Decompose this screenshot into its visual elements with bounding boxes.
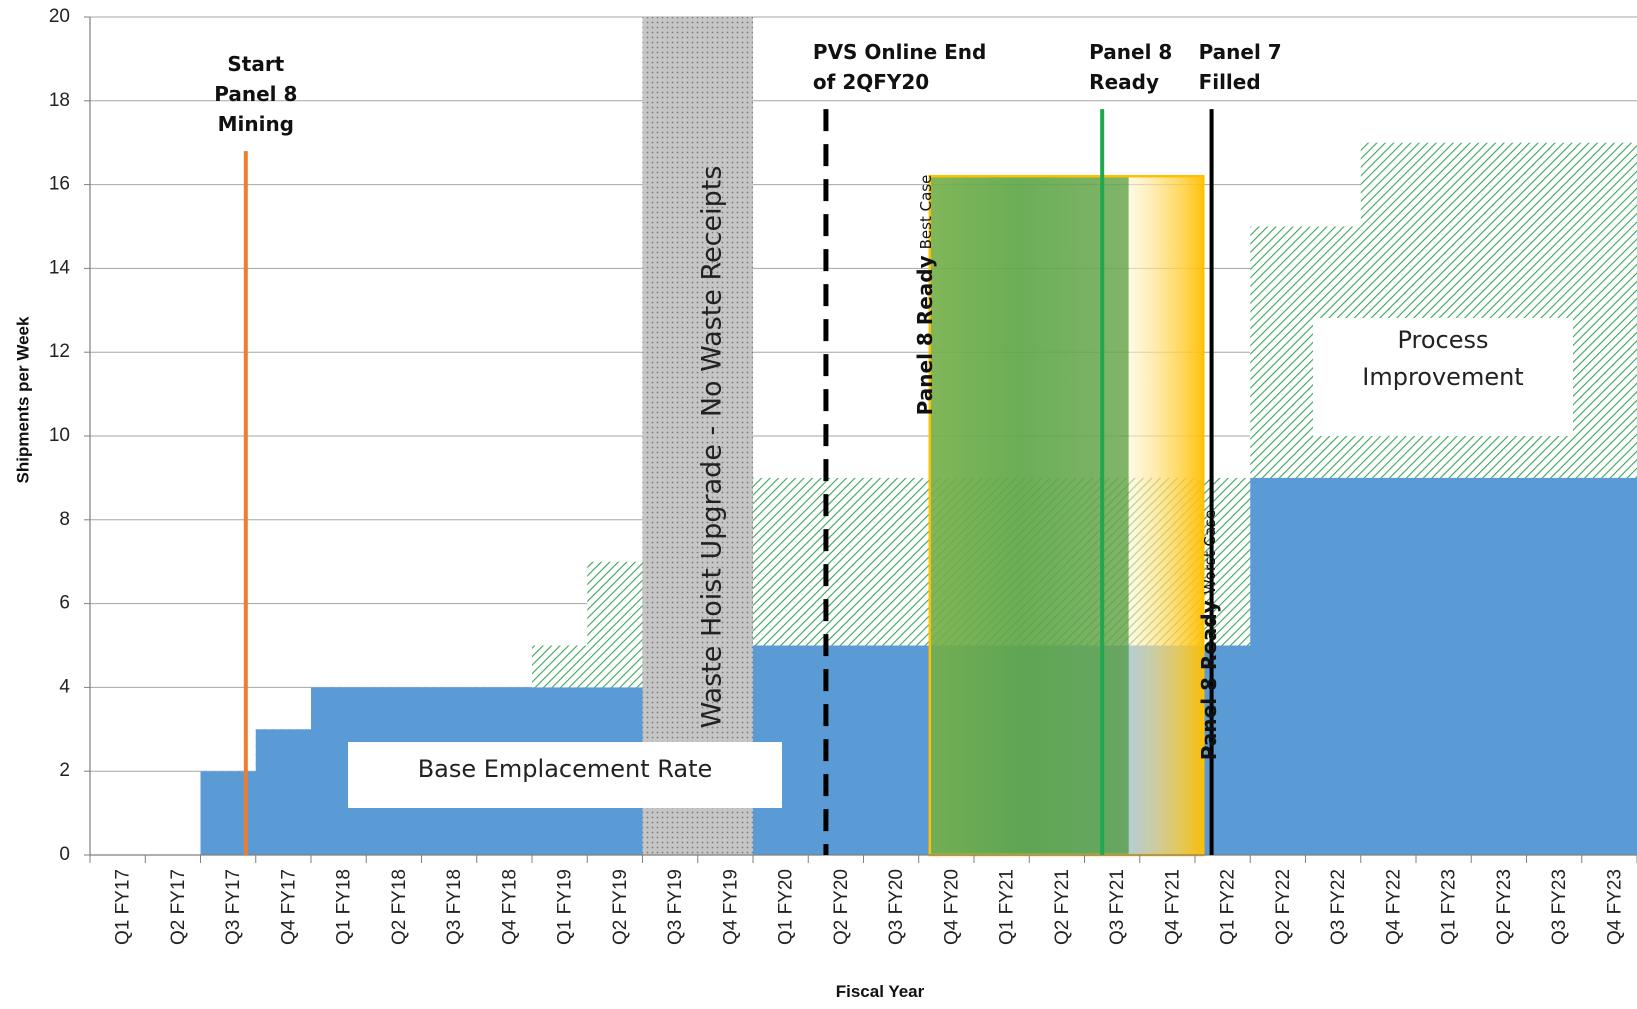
worst-case-label: Panel 8 Ready Worst Case bbox=[1197, 510, 1221, 760]
pvs-online-label-line: PVS Online End bbox=[813, 40, 986, 64]
x-tick-label: Q1 FY17 bbox=[113, 869, 134, 945]
process-improvement-label-line1: Process bbox=[1397, 326, 1488, 354]
x-tick-label: Q3 FY22 bbox=[1328, 869, 1349, 945]
process-improvement-label-box bbox=[1313, 318, 1573, 436]
x-tick-label: Q4 FY19 bbox=[720, 869, 741, 945]
base-emplacement-bar bbox=[808, 645, 864, 855]
y-tick-label: 20 bbox=[49, 6, 70, 27]
base-rate-label-box bbox=[348, 742, 782, 808]
x-tick-label: Q2 FY20 bbox=[831, 869, 852, 945]
x-axis-title: Fiscal Year bbox=[836, 982, 925, 1001]
best-case-bold: Panel 8 Ready bbox=[913, 255, 937, 415]
y-tick-label: 8 bbox=[59, 509, 70, 530]
x-tick-label: Q2 FY17 bbox=[168, 869, 189, 945]
x-tick-label: Q2 FY18 bbox=[389, 869, 410, 945]
x-tick-label: Q4 FY17 bbox=[278, 869, 299, 945]
hoist-upgrade-label: Waste Hoist Upgrade - No Waste Receipts bbox=[697, 166, 728, 729]
y-tick-label: 18 bbox=[49, 90, 70, 111]
waste-hoist-upgrade-band bbox=[642, 17, 753, 855]
worst-case-bold: Panel 8 Ready bbox=[1197, 600, 1221, 760]
x-tick-label: Q4 FY22 bbox=[1383, 869, 1404, 945]
x-tick-label: Q3 FY18 bbox=[444, 869, 465, 945]
x-tick-label: Q4 FY23 bbox=[1604, 869, 1625, 945]
base-emplacement-bar bbox=[1360, 477, 1417, 855]
base-emplacement-bar bbox=[200, 771, 257, 855]
y-tick-label: 16 bbox=[49, 174, 70, 195]
base-emplacement-bar bbox=[255, 729, 312, 855]
worst-case-sub: Worst Case bbox=[1201, 510, 1219, 594]
x-tick-label: Q3 FY21 bbox=[1107, 869, 1128, 945]
process-improvement-label-line2: Improvement bbox=[1362, 363, 1523, 391]
start-panel8-label-line: Panel 8 bbox=[214, 82, 297, 106]
x-tick-label: Q4 FY21 bbox=[1162, 869, 1183, 945]
hoist-upgrade-band bbox=[642, 17, 753, 855]
panel7-filled-label-line: Filled bbox=[1199, 70, 1261, 94]
x-tick-label: Q4 FY20 bbox=[941, 869, 962, 945]
x-tick-label: Q1 FY21 bbox=[997, 869, 1018, 945]
x-tick-label: Q3 FY23 bbox=[1549, 869, 1570, 945]
base-emplacement-bar bbox=[1305, 477, 1362, 855]
base-emplacement-bar bbox=[1250, 477, 1306, 855]
y-tick-label: 10 bbox=[49, 425, 70, 446]
x-tick-label: Q1 FY22 bbox=[1218, 869, 1239, 945]
x-tick-label: Q3 FY20 bbox=[886, 869, 907, 945]
start-panel8-label-line: Start bbox=[227, 52, 284, 76]
milestone-lines bbox=[243, 109, 1214, 855]
start-panel8-label-line: Mining bbox=[218, 112, 294, 136]
x-tick-label: Q3 FY17 bbox=[223, 869, 244, 945]
base-emplacement-bar bbox=[863, 645, 920, 855]
worst-case-window bbox=[1128, 176, 1204, 856]
base-emplacement-bar bbox=[1416, 477, 1472, 855]
x-tick-label: Q1 FY19 bbox=[555, 869, 576, 945]
x-tick-label: Q1 FY18 bbox=[334, 869, 355, 945]
base-emplacement-bar bbox=[1471, 477, 1527, 855]
best-case-label: Panel 8 Ready Best Case bbox=[913, 175, 937, 416]
x-tick-label: Q2 FY22 bbox=[1273, 869, 1294, 945]
panel8-ready-label-line: Panel 8 bbox=[1089, 40, 1172, 64]
y-tick-label: 0 bbox=[59, 844, 70, 865]
pvs-online-label-line: of 2QFY20 bbox=[813, 70, 929, 94]
best-case-window bbox=[929, 176, 1129, 856]
x-tick-label: Q2 FY21 bbox=[1052, 869, 1073, 945]
x-tick-label: Q1 FY20 bbox=[776, 869, 797, 945]
x-tick-label: Q2 FY23 bbox=[1494, 869, 1515, 945]
chart-labels: Start Panel 8 Mining PVS Online End of 2QFY2… bbox=[214, 40, 1282, 136]
panel7-filled-label-line: Panel 7 bbox=[1199, 40, 1282, 64]
x-tick-label: Q2 FY19 bbox=[610, 869, 631, 945]
y-tick-label: 12 bbox=[49, 341, 70, 362]
axes: 0 2 4 6 8 10 12 14 16 18 20 Q1 FY17 Q2 FY17 Q3 FY17 Q4… bbox=[49, 6, 1637, 945]
best-case-sub: Best Case bbox=[917, 175, 935, 250]
base-emplacement-bar bbox=[1526, 477, 1583, 855]
base-emplacement-bar bbox=[1581, 477, 1637, 855]
x-tick-label: Q3 FY19 bbox=[665, 869, 686, 945]
panel8-readiness-window bbox=[928, 174, 1205, 857]
y-axis-title: Shipments per Week bbox=[13, 316, 32, 483]
base-rate-label: Base Emplacement Rate bbox=[418, 755, 713, 783]
y-tick-label: 2 bbox=[59, 760, 70, 781]
y-tick-label: 4 bbox=[59, 676, 70, 697]
y-tick-label: 14 bbox=[49, 257, 71, 278]
x-tick-label: Q4 FY18 bbox=[499, 869, 520, 945]
panel8-ready-label-line: Ready bbox=[1089, 70, 1159, 94]
y-tick-label: 6 bbox=[59, 593, 70, 614]
x-tick-label: Q1 FY23 bbox=[1439, 869, 1460, 945]
